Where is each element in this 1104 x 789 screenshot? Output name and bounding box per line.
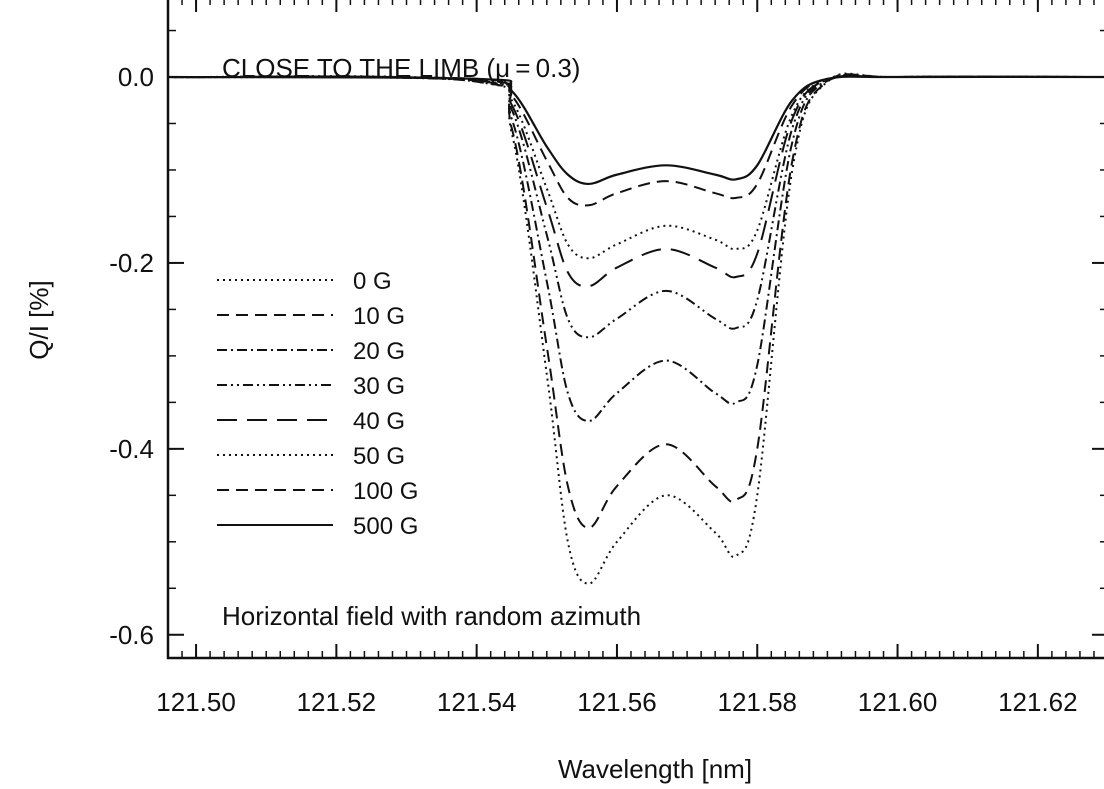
series-lines: [167, 72, 1104, 585]
x-ticks: 121.50 121.52 121.54 121.56 121.58 121.60 121.…: [156, 0, 1095, 717]
x-tick-label: 121.50: [156, 687, 236, 717]
legend-label: 30 G: [353, 373, 405, 400]
series-line-40g: [167, 74, 1104, 288]
y-tick-label: -0.6: [109, 620, 154, 650]
y-ticks: 0.0 -0.2 -0.4 -0.6: [109, 29, 1104, 650]
x-tick-label: 121.54: [437, 687, 517, 717]
legend-label: 100 G: [353, 478, 418, 505]
legend-label: 500 G: [353, 513, 418, 540]
x-tick-label: 121.62: [998, 687, 1078, 717]
legend-label: 40 G: [353, 408, 405, 435]
x-tick-label: 121.56: [577, 687, 657, 717]
legend-label: 10 G: [353, 303, 405, 330]
y-axis-title: Q/I [%]: [24, 280, 54, 359]
x-tick-label: 121.60: [858, 687, 938, 717]
x-tick-label: 121.52: [297, 687, 377, 717]
x-tick-label: 121.58: [717, 687, 797, 717]
y-tick-label: -0.4: [109, 434, 154, 464]
y-tick-label: -0.2: [109, 248, 154, 278]
legend-label: 20 G: [353, 338, 405, 365]
series-line-10g: [167, 73, 1104, 529]
plot-frame: [166, 0, 1104, 660]
x-axis-title: Wavelength [nm]: [558, 754, 752, 784]
series-line-0g: [167, 72, 1104, 585]
legend: 0 G 10 G 20 G 30 G 40 G 50 G 100 G 500 G: [217, 268, 418, 540]
top-annotation: CLOSE TO THE LIMB (μ = 0.3): [222, 53, 580, 83]
y-tick-label: 0.0: [118, 62, 154, 92]
series-line-50g: [167, 75, 1104, 260]
series-line-30g: [167, 74, 1104, 339]
series-line-100g: [167, 75, 1104, 207]
bottom-annotation: Horizontal field with random azimuth: [222, 601, 641, 631]
series-line-20g: [167, 73, 1104, 422]
legend-label: 0 G: [353, 268, 392, 295]
legend-label: 50 G: [353, 443, 405, 470]
series-line-500g: [167, 75, 1104, 186]
